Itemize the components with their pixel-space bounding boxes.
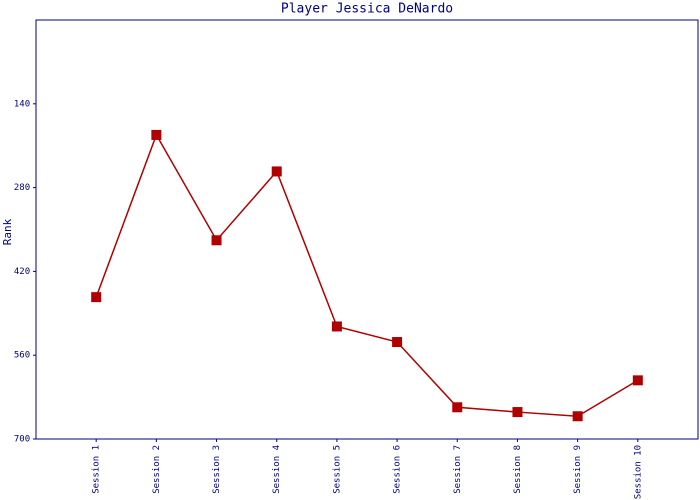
x-tick-label: Session 7 [453,445,463,494]
marker [91,292,102,303]
series-line [95,133,639,418]
marker [331,321,342,332]
marker [572,411,583,422]
marker [512,407,523,418]
marker [452,402,463,413]
y-tick-label: 280 [14,183,30,193]
x-tick-label: Session 8 [513,445,523,494]
x-tick-label: Session 2 [152,445,162,494]
marker [392,337,403,348]
x-tick-label: Session 9 [573,445,583,494]
y-tick-label: 560 [14,351,30,361]
marker [211,235,222,246]
x-tick-label: Session 10 [633,445,643,499]
y-tick-label: 700 [14,435,30,445]
marker [271,166,282,177]
marker [151,129,162,140]
x-tick-label: Session 6 [393,445,403,494]
x-tick-label: Session 5 [332,445,342,494]
y-tick-label: 140 [14,99,30,109]
plot-frame [35,19,699,440]
x-tick-label: Session 3 [212,445,222,494]
x-tick-label: Session 1 [92,445,102,494]
y-axis-label: Rank [1,218,14,245]
marker [632,375,643,386]
y-tick-label: 420 [14,267,30,277]
chart-title: Player Jessica DeNardo [281,2,453,17]
x-tick-label: Session 4 [272,445,282,494]
